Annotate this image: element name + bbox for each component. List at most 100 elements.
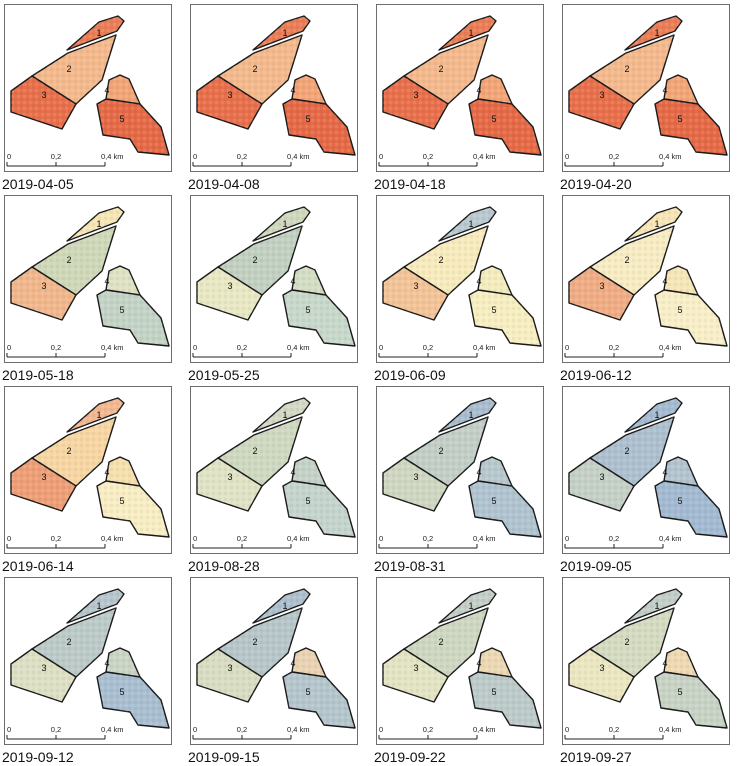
field-texture xyxy=(292,648,326,677)
scale-tick-label: 0,2 xyxy=(423,534,433,543)
field-texture xyxy=(292,266,326,295)
map-panel: 1 2 3 4 5 0 0,2 0,4 km 2019-09-22 xyxy=(374,577,544,765)
field-map: 1 2 3 4 5 0 0,2 0,4 km xyxy=(378,206,542,358)
scale-bar: 0 0,2 0,4 km xyxy=(378,534,496,549)
field-map: 1 2 3 4 5 0 0,2 0,4 km xyxy=(564,397,728,549)
panel-date: 2019-09-12 xyxy=(2,749,74,765)
scale-tick-label: 0 xyxy=(565,534,569,543)
field-texture xyxy=(664,648,698,677)
scale-bar: 0 0,2 0,4 km xyxy=(192,152,310,167)
scale-tick-label: 0,4 km xyxy=(287,725,310,734)
scale-tick-label: 0 xyxy=(379,725,383,734)
field-texture xyxy=(253,207,310,241)
field-label: 4 xyxy=(662,658,667,668)
field-texture xyxy=(283,481,355,537)
field-label: 4 xyxy=(104,276,109,286)
field-texture xyxy=(106,266,140,295)
field-texture xyxy=(197,76,262,129)
map-panel: 1 2 3 4 5 0 0,2 0,4 km 2019-05-25 xyxy=(188,195,358,383)
field-map: 1 2 3 4 5 0 0,2 0,4 km xyxy=(378,588,542,740)
field-label: 1 xyxy=(96,601,101,611)
panel-date: 2019-04-18 xyxy=(374,176,446,192)
map-panel: 1 2 3 4 5 0 0,2 0,4 km 2019-08-31 xyxy=(374,386,544,574)
field-label: 5 xyxy=(305,687,310,697)
scale-tick-label: 0,4 km xyxy=(287,152,310,161)
scale-tick-label: 0,4 km xyxy=(473,152,496,161)
field-texture xyxy=(625,16,682,50)
map-frame: 1 2 3 4 5 0 0,2 0,4 km xyxy=(190,4,358,172)
field-label: 5 xyxy=(119,687,124,697)
scale-tick-label: 0,4 km xyxy=(473,725,496,734)
field-label: 5 xyxy=(305,305,310,315)
scale-tick-label: 0,4 km xyxy=(101,343,124,352)
field-map: 1 2 3 4 5 0 0,2 0,4 km xyxy=(192,397,356,549)
field-label: 2 xyxy=(252,64,257,74)
panel-date: 2019-04-08 xyxy=(188,176,260,192)
field-label: 2 xyxy=(438,637,443,647)
scale-bar: 0 0,2 0,4 km xyxy=(6,534,124,549)
field-label: 3 xyxy=(227,90,232,100)
field-label: 5 xyxy=(677,114,682,124)
map-frame: 1 2 3 4 5 0 0,2 0,4 km xyxy=(562,386,730,554)
map-frame: 1 2 3 4 5 0 0,2 0,4 km xyxy=(190,195,358,363)
field-texture xyxy=(292,75,326,104)
scale-tick-label: 0,2 xyxy=(237,152,247,161)
field-label: 3 xyxy=(41,663,46,673)
field-label: 2 xyxy=(624,64,629,74)
field-label: 4 xyxy=(476,85,481,95)
field-label: 2 xyxy=(252,446,257,456)
field-label: 1 xyxy=(468,219,473,229)
field-label: 3 xyxy=(41,281,46,291)
field-label: 3 xyxy=(599,281,604,291)
scale-tick-label: 0 xyxy=(7,534,11,543)
scale-tick-label: 0,4 km xyxy=(473,343,496,352)
scale-tick-label: 0 xyxy=(565,725,569,734)
field-texture xyxy=(664,75,698,104)
panel-date: 2019-09-22 xyxy=(374,749,446,765)
scale-tick-label: 0,2 xyxy=(51,152,61,161)
field-label: 4 xyxy=(290,467,295,477)
field-label: 2 xyxy=(66,64,71,74)
map-panel: 1 2 3 4 5 0 0,2 0,4 km 2019-08-28 xyxy=(188,386,358,574)
field-label: 5 xyxy=(305,114,310,124)
field-texture xyxy=(106,648,140,677)
field-texture xyxy=(404,226,488,295)
scale-tick-label: 0 xyxy=(193,534,197,543)
field-label: 1 xyxy=(654,219,659,229)
panel-date: 2019-05-18 xyxy=(2,367,74,383)
map-panel: 1 2 3 4 5 0 0,2 0,4 km 2019-09-12 xyxy=(2,577,172,765)
field-label: 1 xyxy=(282,219,287,229)
field-texture xyxy=(439,16,496,50)
scale-tick-label: 0,4 km xyxy=(659,343,682,352)
field-texture xyxy=(67,207,124,241)
scale-tick-label: 0 xyxy=(565,152,569,161)
map-frame: 1 2 3 4 5 0 0,2 0,4 km xyxy=(376,195,544,363)
field-label: 4 xyxy=(104,85,109,95)
scale-tick-label: 0,2 xyxy=(423,725,433,734)
field-texture xyxy=(218,226,302,295)
field-map: 1 2 3 4 5 0 0,2 0,4 km xyxy=(192,15,356,167)
panel-date: 2019-09-15 xyxy=(188,749,260,765)
field-label: 3 xyxy=(599,663,604,673)
field-texture xyxy=(97,481,169,537)
field-texture xyxy=(664,457,698,486)
scale-tick-label: 0,2 xyxy=(51,343,61,352)
field-texture xyxy=(11,76,76,129)
field-texture xyxy=(383,458,448,511)
field-texture xyxy=(106,457,140,486)
field-texture xyxy=(404,35,488,104)
scale-tick-label: 0,2 xyxy=(609,534,619,543)
field-label: 2 xyxy=(624,446,629,456)
map-frame: 1 2 3 4 5 0 0,2 0,4 km xyxy=(4,386,172,554)
field-label: 5 xyxy=(491,305,496,315)
panel-date: 2019-06-09 xyxy=(374,367,446,383)
scale-tick-label: 0,2 xyxy=(609,343,619,352)
scale-tick-label: 0,2 xyxy=(423,343,433,352)
field-label: 2 xyxy=(252,255,257,265)
field-texture xyxy=(197,649,262,702)
field-label: 2 xyxy=(624,255,629,265)
map-panel: 1 2 3 4 5 0 0,2 0,4 km 2019-09-05 xyxy=(560,386,730,574)
scale-bar: 0 0,2 0,4 km xyxy=(192,725,310,740)
field-label: 4 xyxy=(290,85,295,95)
field-map: 1 2 3 4 5 0 0,2 0,4 km xyxy=(192,588,356,740)
